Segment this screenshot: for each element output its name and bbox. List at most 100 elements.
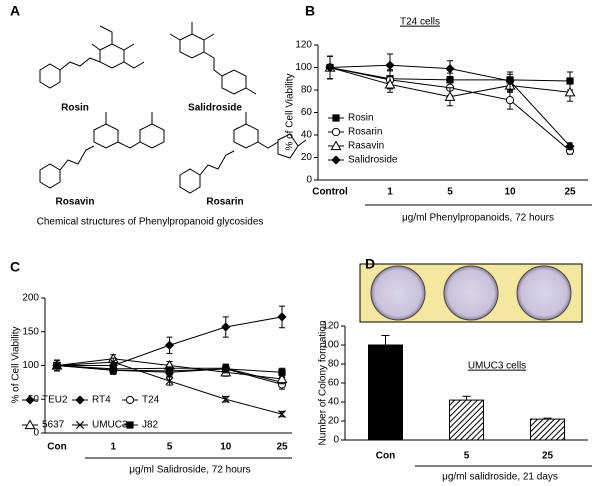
point [109, 358, 118, 367]
x-tick-label: 25 [542, 451, 554, 462]
y-tick-label: 40 [328, 397, 340, 408]
x-tick-label: Control [312, 187, 348, 198]
x-tick-label: 1 [110, 442, 116, 453]
x-tick-label: 25 [276, 442, 288, 453]
y-tick-label: 100 [322, 340, 339, 351]
y-axis-label: % of Cell Viability [285, 73, 296, 150]
panel-label: C [10, 259, 20, 275]
x-tick-label: Con [47, 442, 66, 453]
point [505, 96, 515, 105]
point [384, 78, 396, 89]
legend-label: Salidroside [348, 155, 398, 166]
x-tick-label: 1 [387, 187, 393, 198]
structure-name: Rosavin [56, 197, 95, 208]
bar [530, 418, 565, 441]
structure-rosavin [39, 112, 165, 189]
point [221, 395, 230, 404]
x-tick-label: 10 [504, 187, 516, 198]
y-axis-label: % of Cell Viability [11, 326, 22, 403]
legend-marker [25, 395, 35, 405]
point [277, 410, 287, 419]
point [277, 312, 287, 322]
y-tick-label: 0 [306, 175, 312, 186]
error-bar [462, 395, 471, 401]
legend-marker [75, 420, 85, 430]
y-tick-label: 120 [322, 321, 339, 332]
panel-label: D [365, 256, 375, 272]
y-tick-label: 60 [301, 107, 313, 118]
y-tick-label: 20 [328, 416, 340, 427]
legend-label: J82 [142, 420, 159, 431]
y-tick-label: 60 [328, 378, 340, 389]
structure-name: Rosin [61, 103, 89, 114]
point [325, 62, 335, 73]
x-tick-label: 5 [464, 451, 470, 462]
legend-marker [331, 127, 341, 137]
x-tick-label: 5 [447, 187, 453, 198]
bar [368, 344, 403, 441]
panel-label: A [10, 3, 20, 19]
legend-label: RT4 [92, 395, 111, 406]
point [564, 86, 576, 97]
legend-label: Rosarin [348, 127, 382, 138]
y-tick-label: 120 [295, 40, 312, 51]
y-tick-label: 80 [301, 85, 313, 96]
structure-caption: Chemical structures of Phenylpropanoid g… [37, 217, 264, 228]
y-tick-label: 0 [333, 435, 339, 446]
point [109, 366, 117, 374]
legend-marker [331, 155, 341, 165]
point [444, 91, 456, 101]
legend-label: Rasavin [348, 141, 384, 152]
point [445, 64, 455, 74]
y-tick-label: 20 [301, 152, 313, 163]
x-tick-label: 5 [167, 442, 173, 453]
y-tick-label: 100 [295, 62, 312, 73]
point [222, 365, 230, 373]
error-bar [543, 417, 552, 420]
structure-salidroside [169, 22, 257, 95]
legend-label: TEU2 [42, 395, 68, 406]
structure-rosin [39, 25, 145, 89]
y-tick-label: 200 [22, 293, 39, 304]
legend-marker [332, 114, 340, 122]
legend-marker [126, 421, 134, 429]
structure-name: Salidroside [188, 103, 242, 114]
point [53, 361, 61, 370]
point [164, 340, 175, 350]
legend-marker [24, 419, 36, 430]
point [566, 77, 574, 85]
legend-label: UMUC3 [92, 420, 128, 431]
point [278, 368, 286, 376]
legend-marker [125, 395, 135, 405]
x-tick-label: Con [376, 451, 395, 462]
point [221, 322, 231, 332]
y-tick-label: 40 [301, 130, 313, 141]
legend-marker [75, 395, 85, 405]
x-tick-label: 25 [564, 187, 576, 198]
point [565, 141, 575, 151]
point [165, 367, 174, 375]
annotation: UMUC3 cells [468, 361, 526, 372]
structure-rosarin [179, 112, 307, 194]
y-tick-label: 100 [22, 360, 39, 371]
y-tick-label: 80 [328, 359, 340, 370]
y-tick-label: 150 [22, 326, 39, 337]
y-axis-label: Number of Colony formation [318, 320, 329, 445]
dish-photo [359, 263, 583, 323]
panel-a: A [10, 3, 307, 228]
x-axis-label: μg/ml Phenylpropanoids, 72 hours [402, 213, 554, 224]
y-tick-label: 0 [33, 428, 39, 439]
point [505, 76, 515, 86]
legend-label: 5637 [42, 420, 65, 431]
x-axis-label: μg/ml salidroside, 21 days [442, 472, 558, 483]
point [276, 373, 288, 384]
panel-label: B [305, 3, 315, 19]
x-tick-label: 10 [220, 442, 232, 453]
bar [449, 399, 484, 441]
point [385, 60, 395, 70]
legend-label: Rosin [348, 113, 374, 124]
chart-title: T24 cells [400, 17, 440, 28]
error-bar [381, 335, 390, 345]
point [165, 377, 174, 386]
